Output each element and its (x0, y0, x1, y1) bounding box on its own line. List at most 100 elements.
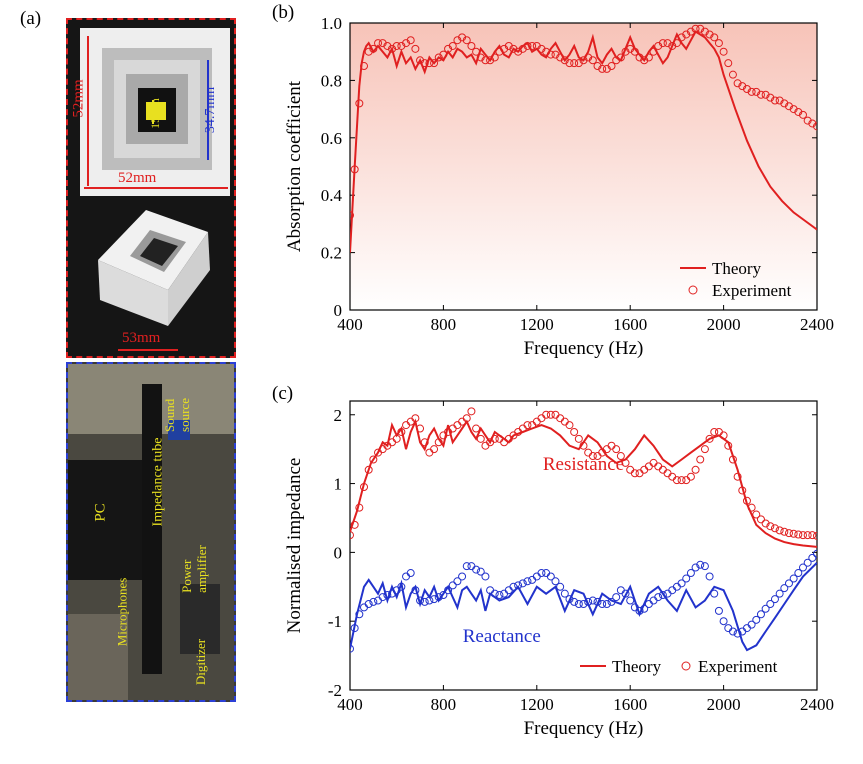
data-point (630, 47, 639, 56)
x-tick-label: 2000 (707, 315, 741, 334)
data-point (756, 90, 765, 99)
data-point (355, 610, 364, 619)
data-point (420, 59, 429, 68)
data-point (719, 617, 728, 626)
data-point (649, 458, 658, 467)
legend-marker-experiment (688, 285, 698, 295)
data-point (668, 586, 677, 595)
data-point (710, 427, 719, 436)
sample-photo: 52mm 52mm 34.7mm 15mm 53mm (66, 18, 236, 358)
data-point (458, 572, 467, 581)
data-point (397, 582, 406, 591)
data-point (462, 562, 471, 571)
data-point (560, 589, 569, 598)
annotation-label: Reactance (463, 626, 541, 647)
data-point (551, 577, 560, 586)
data-point (598, 64, 607, 73)
data-point (780, 527, 789, 536)
data-point (803, 531, 812, 540)
data-point (789, 574, 798, 583)
series-line (350, 418, 817, 548)
panel-label-b: (b) (272, 2, 295, 23)
data-point (374, 596, 383, 605)
panel-label-c: (c) (272, 383, 294, 404)
data-point (406, 417, 415, 426)
y-tick-label: 0 (334, 301, 343, 320)
data-point (388, 438, 397, 447)
data-point (355, 99, 364, 108)
x-axis-label: Frequency (Hz) (524, 338, 644, 359)
y-axis-label: Normalised impedance (284, 458, 305, 634)
data-point (813, 122, 817, 131)
data-point (640, 604, 649, 613)
data-point (523, 577, 532, 586)
data-point (420, 438, 429, 447)
data-point (700, 562, 709, 571)
plot-background (350, 23, 817, 310)
x-tick-label: 2400 (800, 315, 834, 334)
data-point (546, 410, 555, 419)
data-point (784, 579, 793, 588)
data-point (803, 558, 812, 567)
data-point (682, 574, 691, 583)
data-point (430, 445, 439, 454)
data-point (719, 431, 728, 440)
series-group (350, 24, 817, 253)
data-point (481, 572, 490, 581)
data-point (416, 424, 425, 433)
data-point (472, 47, 481, 56)
data-point (476, 434, 485, 443)
data-point (495, 591, 504, 600)
series-line (350, 30, 817, 253)
legend-label-experiment: Experiment (712, 281, 792, 300)
data-point (742, 624, 751, 633)
data-point (756, 515, 765, 524)
data-point (350, 165, 359, 174)
data-point (714, 606, 723, 615)
plot-frame (349, 400, 818, 691)
data-point (813, 549, 817, 558)
data-point (658, 591, 667, 600)
x-tick-label: 400 (337, 315, 363, 334)
data-point (369, 597, 378, 606)
data-point (425, 59, 434, 68)
x-tick-label: 400 (337, 695, 363, 714)
data-point (350, 624, 359, 633)
annotation-label: Resistance (543, 454, 624, 475)
series-group (350, 407, 817, 653)
data-point (546, 50, 555, 59)
sample-photo-drawing (68, 20, 234, 356)
x-tick-label: 1600 (613, 315, 647, 334)
data-point (728, 70, 737, 79)
data-point (458, 417, 467, 426)
data-point (542, 569, 551, 578)
data-point (775, 526, 784, 535)
data-point (602, 599, 611, 608)
data-point (560, 417, 569, 426)
data-point (425, 448, 434, 457)
data-point (434, 593, 443, 602)
data-point (518, 579, 527, 588)
data-point (593, 597, 602, 606)
data-point (574, 434, 583, 443)
data-point (798, 531, 807, 540)
data-point (658, 39, 667, 48)
data-point (616, 586, 625, 595)
data-point (621, 458, 630, 467)
y-tick-label: 1 (334, 475, 343, 494)
data-point (584, 597, 593, 606)
x-tick-label: 2000 (707, 695, 741, 714)
x-tick-label: 1200 (520, 315, 554, 334)
data-point (350, 211, 354, 220)
data-point (472, 424, 481, 433)
dim-width-label: 52mm (118, 170, 157, 186)
y-tick-label: 0.2 (321, 244, 342, 263)
data-point (570, 427, 579, 436)
data-point (551, 410, 560, 419)
data-point (677, 476, 686, 485)
data-point (481, 441, 490, 450)
data-point (798, 563, 807, 572)
data-point (612, 445, 621, 454)
data-point (476, 567, 485, 576)
